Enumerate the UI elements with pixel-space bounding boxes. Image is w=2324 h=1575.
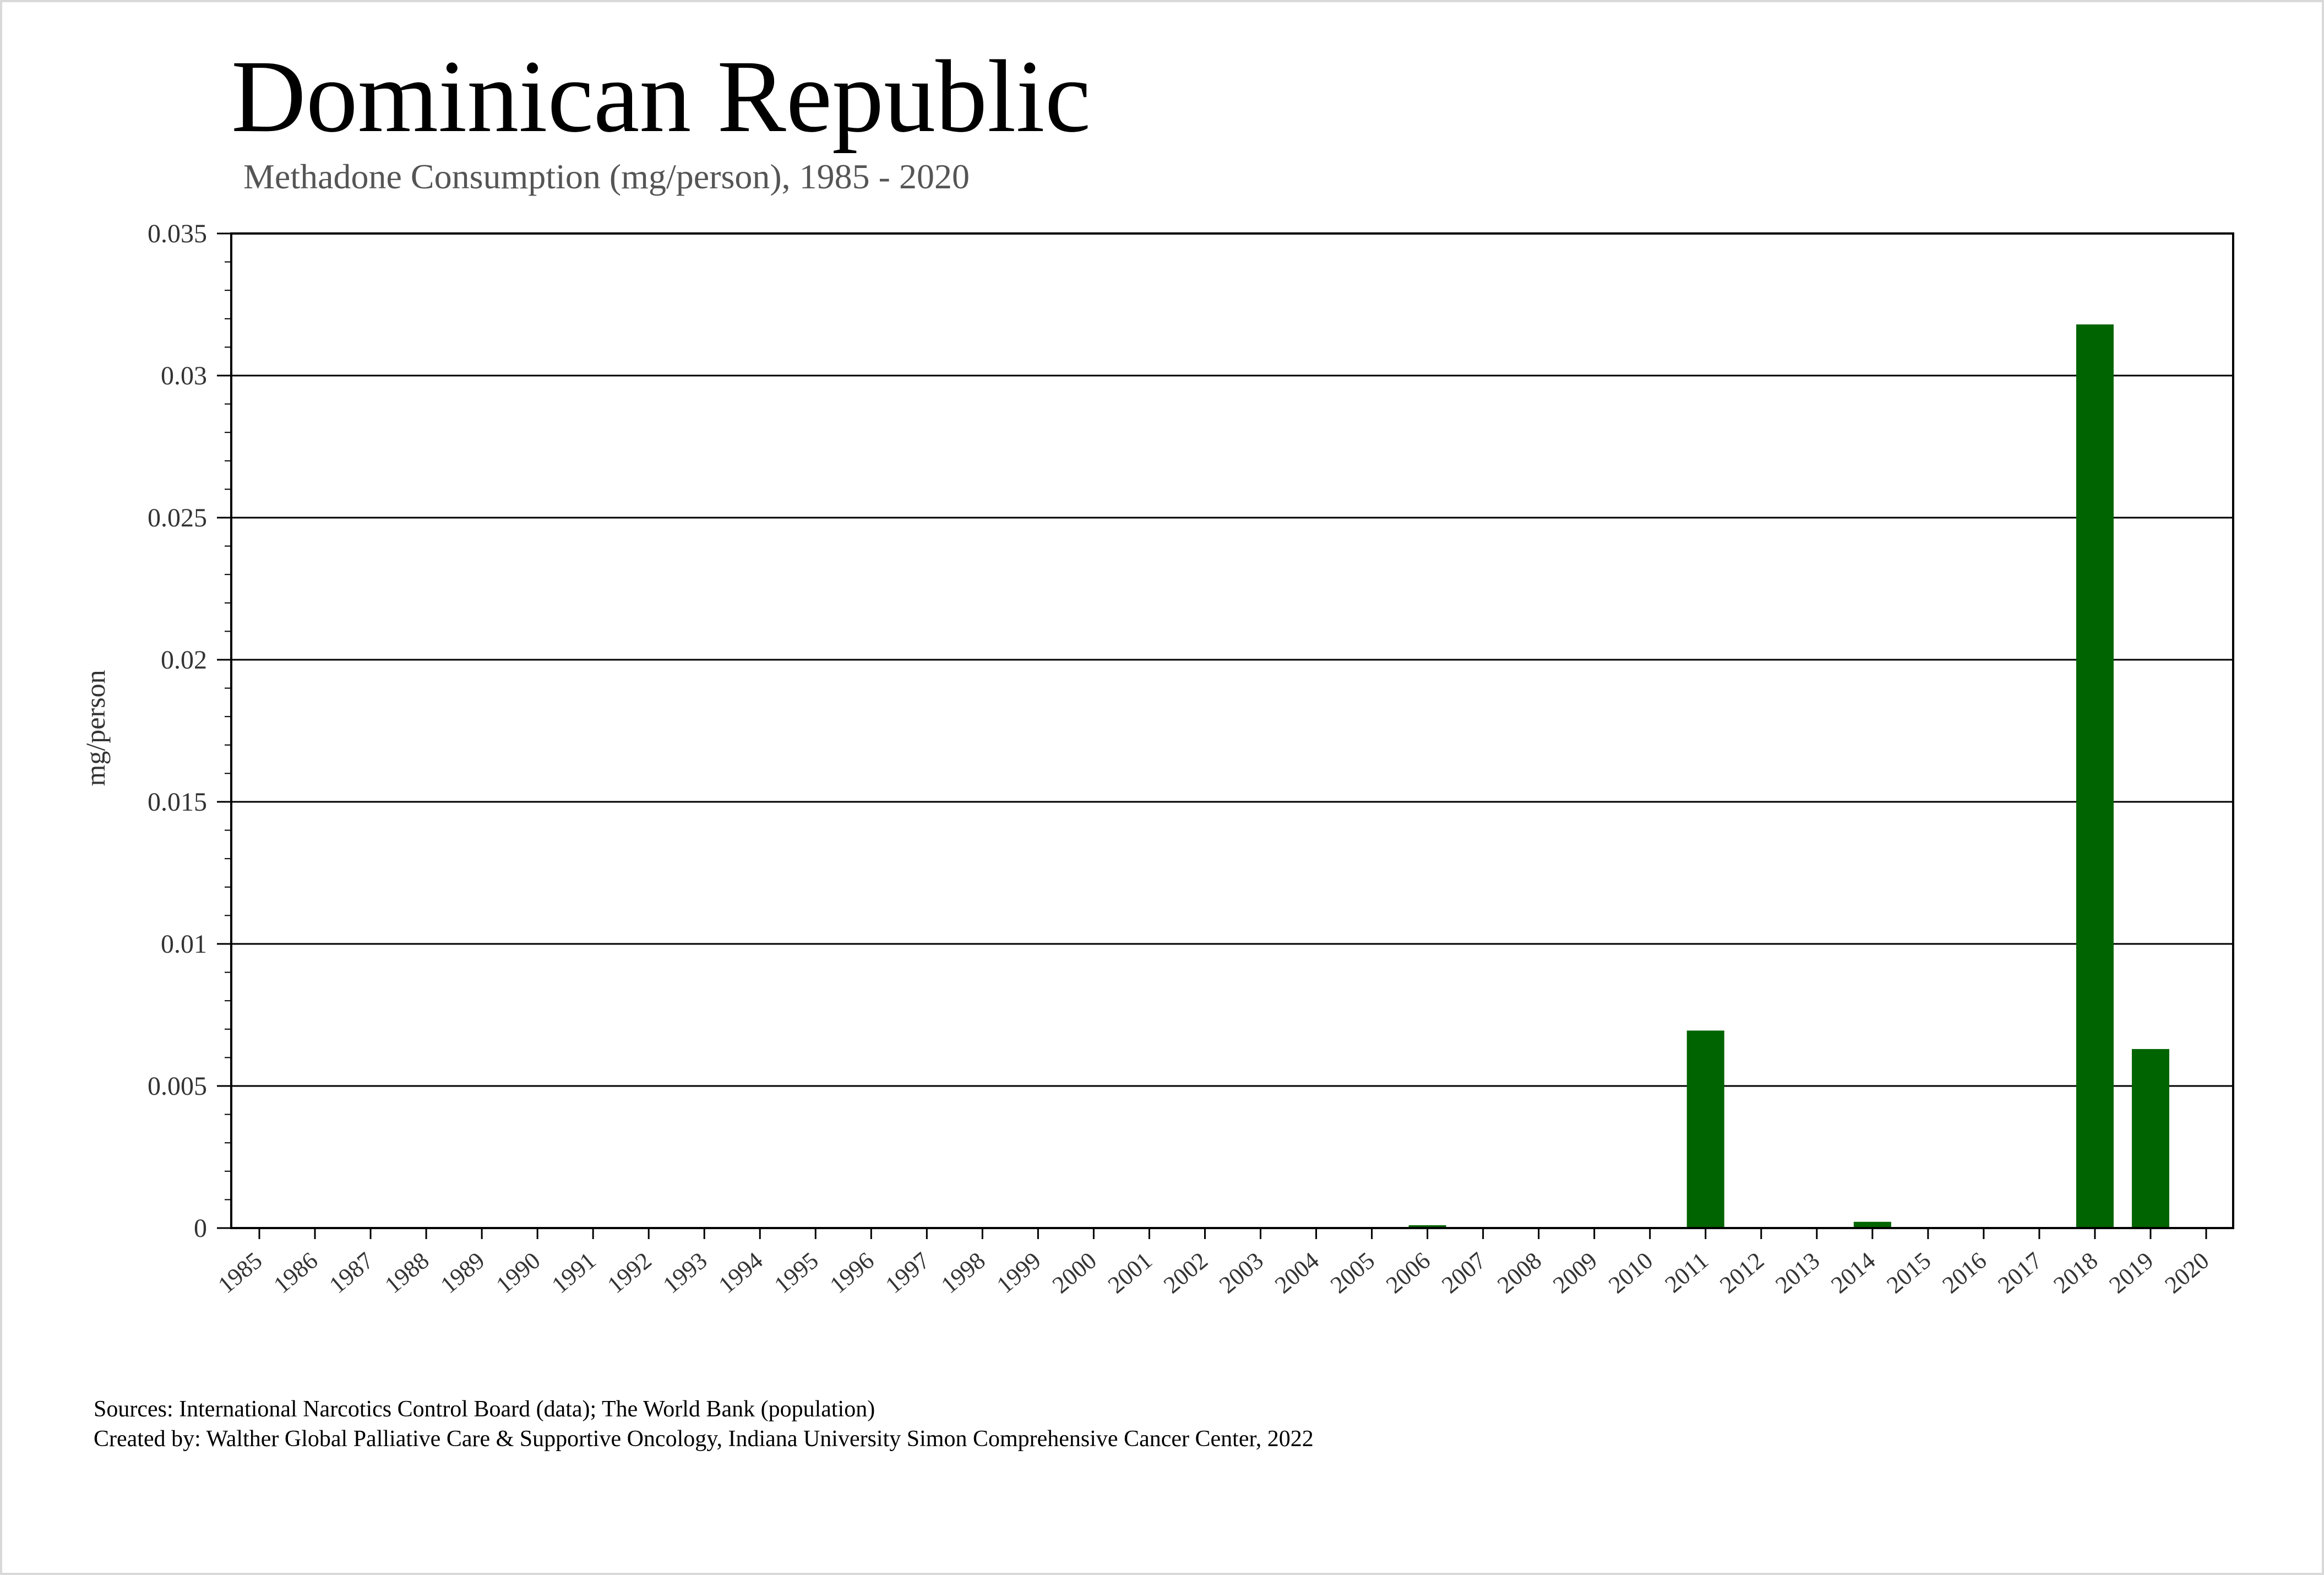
- x-tick-label: 2003: [1214, 1247, 1269, 1299]
- y-tick-label: 0.01: [161, 930, 207, 959]
- x-tick-label: 2014: [1826, 1247, 1880, 1299]
- x-tick-label: 2016: [1937, 1247, 1991, 1299]
- x-tick-label: 1996: [825, 1247, 879, 1299]
- x-tick-label: 2009: [1548, 1247, 1602, 1299]
- x-tick-label: 2006: [1381, 1247, 1435, 1299]
- x-tick-label: 2000: [1047, 1247, 1102, 1299]
- chart-title: Dominican Republic: [231, 39, 1091, 154]
- bars: [1408, 324, 2169, 1228]
- x-tick-label: 2008: [1492, 1247, 1547, 1299]
- x-tick-label: 2012: [1715, 1247, 1769, 1299]
- bar-2006: [1408, 1225, 1446, 1228]
- y-axis-label: mg/person: [80, 670, 111, 786]
- x-tick-label: 2002: [1158, 1247, 1213, 1299]
- x-tick-label: 1989: [436, 1247, 490, 1299]
- y-tick-label: 0.015: [148, 788, 207, 817]
- x-tick-label: 1991: [547, 1247, 601, 1299]
- x-tick-label: 1988: [380, 1247, 434, 1299]
- y-tick-label: 0.025: [148, 503, 207, 533]
- bar-2011: [1686, 1030, 1724, 1228]
- gridlines: [231, 374, 2233, 1087]
- x-tick-label: 2007: [1436, 1247, 1491, 1299]
- x-tick-label: 1990: [491, 1247, 546, 1299]
- y-tick-label: 0: [194, 1214, 207, 1243]
- footer-created-by: Created by: Walther Global Palliative Ca…: [94, 1426, 1314, 1452]
- x-tick-label: 2005: [1325, 1247, 1380, 1299]
- chart-subtitle: Methadone Consumption (mg/person), 1985 …: [243, 157, 970, 196]
- x-tick-label: 2010: [1603, 1247, 1658, 1299]
- y-tick-label: 0.005: [148, 1072, 207, 1101]
- x-tick-label: 1999: [992, 1247, 1046, 1299]
- bar-2019: [2131, 1049, 2169, 1228]
- footer-sources: Sources: International Narcotics Control…: [94, 1397, 875, 1422]
- bar-2014: [1853, 1221, 1891, 1228]
- y-tick-label: 0.02: [161, 645, 207, 675]
- y-tick-label: 0.035: [148, 219, 207, 248]
- x-tick-label: 1985: [213, 1247, 268, 1299]
- x-tick-label: 2017: [1993, 1247, 2047, 1299]
- x-tick-label: 1997: [880, 1247, 935, 1299]
- x-tick-label: 2013: [1770, 1247, 1825, 1299]
- bar-2018: [2076, 324, 2114, 1228]
- x-tick-label: 2004: [1270, 1247, 1324, 1299]
- x-tick-label: 2019: [2104, 1247, 2158, 1299]
- x-tick-label: 2020: [2160, 1247, 2214, 1299]
- x-tick-label: 1994: [714, 1247, 768, 1299]
- plot-area-border: [230, 232, 2234, 1229]
- x-axis-ticks: 1985 1986 1987 1988 1989 1990 1991 1992 1993 1994…: [213, 1228, 2214, 1299]
- x-tick-label: 1998: [936, 1247, 990, 1299]
- y-axis-ticks: 0 0.005 0.01 0.015 0.02 0.025 0.03 0.035: [148, 219, 231, 1243]
- x-tick-label: 1993: [658, 1247, 712, 1299]
- x-tick-label: 2018: [2048, 1247, 2103, 1299]
- x-tick-label: 2011: [1660, 1247, 1714, 1298]
- x-tick-label: 1986: [269, 1247, 323, 1299]
- x-tick-label: 1995: [769, 1247, 824, 1299]
- x-tick-label: 2015: [1881, 1247, 1936, 1299]
- x-tick-label: 1987: [324, 1247, 379, 1299]
- y-tick-label: 0.03: [161, 361, 207, 390]
- x-tick-label: 2001: [1103, 1247, 1157, 1299]
- x-tick-label: 1992: [602, 1247, 657, 1299]
